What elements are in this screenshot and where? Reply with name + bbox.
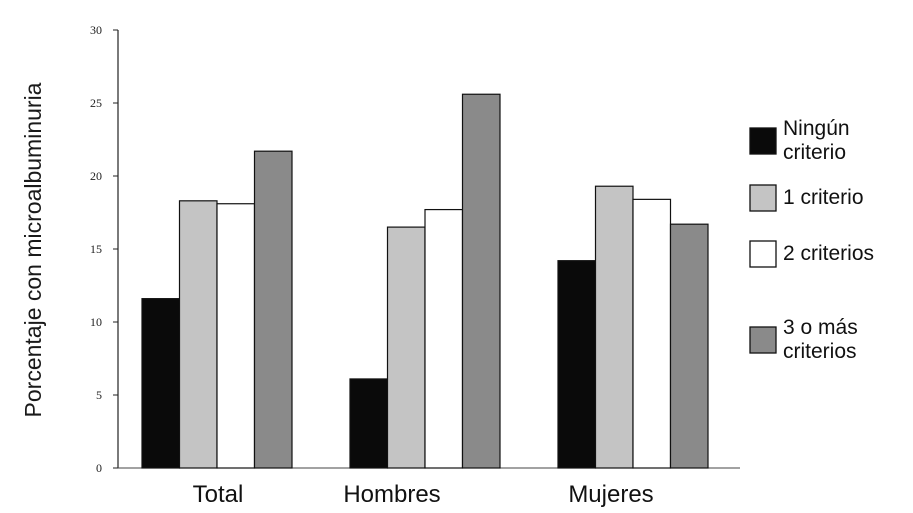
bar	[424, 208, 464, 469]
bar	[669, 223, 709, 469]
legend-swatch	[749, 127, 777, 155]
y-tick-label: 10	[90, 315, 102, 329]
legend-label: criterios	[783, 340, 857, 363]
y-axis-title: Porcentaje con microalbuminuria	[20, 82, 46, 417]
bar	[386, 226, 426, 469]
bar	[216, 203, 256, 469]
y-tick-label: 15	[90, 242, 102, 256]
bar	[253, 150, 293, 469]
bar	[557, 260, 597, 469]
legend-label: 1 criterio	[783, 186, 864, 209]
y-tick-label: 0	[96, 461, 102, 475]
bar	[178, 200, 218, 469]
bar	[461, 93, 501, 469]
y-tick-label: 20	[90, 169, 102, 183]
plot-area: 0 5 10 15 20 25 30 Total Hombres Mujeres	[90, 23, 740, 508]
x-tick-label: Mujeres	[568, 481, 653, 508]
legend-label: Ningún	[783, 117, 850, 140]
bar	[594, 185, 634, 469]
bar	[141, 298, 181, 469]
legend-swatch	[749, 184, 777, 212]
x-tick-label: Hombres	[343, 481, 440, 508]
y-tick-label: 30	[90, 23, 102, 37]
legend-label: 2 criterios	[783, 242, 874, 265]
legend-label: criterio	[783, 141, 846, 164]
legend-swatch	[749, 326, 777, 354]
bar	[632, 198, 672, 469]
legend-swatch	[749, 240, 777, 268]
y-tick-label: 5	[96, 388, 102, 402]
x-tick-label: Total	[193, 481, 244, 508]
legend-label: 3 o más	[783, 316, 858, 339]
y-tick-label: 25	[90, 96, 102, 110]
bar	[349, 378, 389, 469]
